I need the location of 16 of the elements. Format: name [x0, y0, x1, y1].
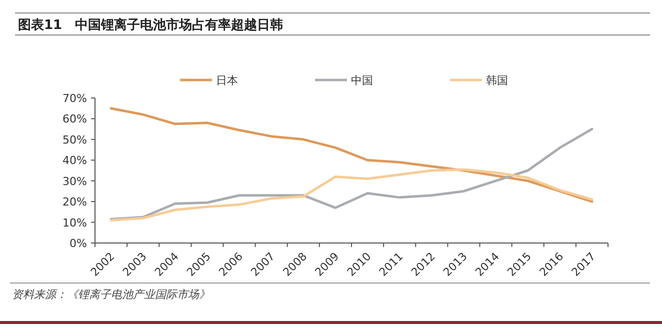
y-tick-label: 40% [62, 154, 87, 168]
line-series [110, 107, 594, 203]
y-tick-label: 70% [62, 92, 87, 105]
line-series [110, 128, 594, 220]
line-series [110, 168, 594, 222]
y-tick-label: 20% [62, 196, 87, 209]
y-tick-label: 50% [62, 133, 87, 146]
y-tick-label: 30% [62, 174, 87, 188]
legend-label: 韩国 [486, 74, 508, 87]
y-tick-label: 60% [62, 112, 87, 126]
y-tick-label: 0% [70, 237, 87, 250]
chart-title: 图表11 中国锂离子电池市场占有率超越日韩 [18, 17, 284, 33]
text: 资料来源：《锂离子电池产业国际市场》 [12, 288, 210, 301]
y-tick-label: 10% [62, 216, 87, 230]
legend-label: 中国 [351, 74, 373, 87]
legend-label: 日本 [216, 74, 238, 87]
